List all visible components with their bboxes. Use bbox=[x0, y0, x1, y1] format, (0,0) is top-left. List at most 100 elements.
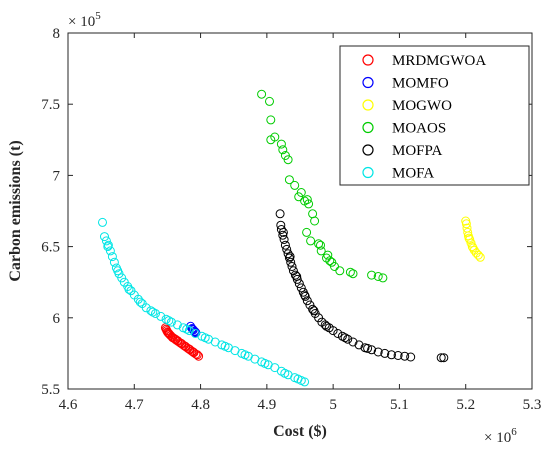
data-point bbox=[105, 246, 115, 256]
y-tick-label: 6.5 bbox=[41, 240, 60, 256]
series-mrdmgwoa bbox=[160, 323, 204, 361]
x-tick-label: 4.9 bbox=[257, 397, 276, 413]
data-point bbox=[304, 199, 314, 209]
x-axis-multiplier: × 106 bbox=[484, 426, 517, 446]
legend: MRDMGWOA MOMFO MOGWO MOAOS MOFPA MOFA bbox=[339, 45, 530, 186]
data-point bbox=[300, 290, 310, 300]
legend-marker bbox=[362, 144, 374, 156]
y-axis-multiplier: × 105 bbox=[68, 10, 101, 30]
data-point bbox=[354, 340, 364, 350]
data-point bbox=[343, 334, 353, 344]
data-point bbox=[257, 89, 267, 99]
data-point bbox=[101, 236, 111, 246]
series-mofpa bbox=[275, 209, 449, 363]
data-point bbox=[439, 353, 449, 363]
data-point bbox=[464, 233, 474, 243]
data-point bbox=[387, 350, 396, 360]
data-point bbox=[468, 243, 478, 253]
data-point bbox=[373, 347, 383, 357]
data-point bbox=[260, 358, 270, 368]
x-multiplier-base: × 10 bbox=[484, 430, 511, 446]
data-point bbox=[461, 216, 471, 226]
data-point bbox=[275, 209, 285, 219]
data-point bbox=[296, 283, 306, 293]
y-axis-label: Carbon emissions (t) bbox=[7, 140, 24, 281]
data-point bbox=[164, 316, 174, 326]
data-point bbox=[191, 349, 201, 359]
data-point bbox=[182, 324, 192, 334]
series-mogwo bbox=[461, 216, 485, 262]
data-point bbox=[162, 327, 172, 337]
data-point bbox=[266, 135, 276, 145]
data-point bbox=[170, 334, 180, 344]
y-tick-label: 5.5 bbox=[41, 382, 60, 398]
data-point bbox=[328, 326, 338, 336]
data-point bbox=[436, 353, 446, 363]
data-point bbox=[475, 252, 485, 262]
data-point bbox=[276, 139, 286, 149]
data-point bbox=[266, 115, 276, 125]
data-point bbox=[156, 311, 166, 321]
data-point bbox=[192, 350, 202, 360]
data-point bbox=[148, 307, 158, 317]
data-point bbox=[293, 374, 303, 384]
data-point bbox=[200, 333, 210, 343]
data-point bbox=[109, 257, 119, 267]
data-point bbox=[373, 272, 383, 281]
data-point bbox=[172, 320, 182, 330]
data-point bbox=[406, 352, 416, 362]
y-multiplier-base: × 10 bbox=[68, 14, 95, 30]
data-point bbox=[316, 246, 326, 256]
x-tick-label: 4.7 bbox=[125, 397, 144, 413]
data-point bbox=[393, 351, 403, 360]
data-point bbox=[240, 350, 250, 360]
data-point bbox=[103, 242, 113, 252]
data-point bbox=[98, 217, 107, 227]
data-point bbox=[282, 244, 292, 254]
data-point bbox=[117, 273, 127, 283]
data-point bbox=[316, 240, 325, 250]
data-point bbox=[146, 306, 156, 316]
data-point bbox=[310, 216, 320, 226]
data-point bbox=[276, 225, 286, 234]
data-point bbox=[107, 252, 117, 262]
x-tick-label: 5.2 bbox=[456, 397, 475, 413]
data-point bbox=[306, 236, 316, 246]
data-point bbox=[285, 252, 295, 262]
data-point bbox=[296, 188, 306, 197]
data-point bbox=[184, 326, 194, 336]
legend-box bbox=[339, 45, 530, 186]
data-point bbox=[286, 257, 296, 267]
data-point bbox=[284, 175, 294, 185]
data-point bbox=[124, 284, 134, 294]
legend-marker bbox=[362, 99, 374, 111]
data-point bbox=[322, 321, 331, 331]
data-point bbox=[340, 333, 350, 343]
data-point bbox=[166, 317, 176, 327]
data-point bbox=[290, 180, 300, 190]
data-point bbox=[400, 351, 410, 361]
data-point bbox=[322, 253, 331, 263]
legend-label: MOAOS bbox=[392, 121, 446, 137]
data-point bbox=[290, 270, 300, 280]
data-point bbox=[302, 227, 312, 237]
data-point bbox=[141, 303, 151, 313]
x-axis-label: Cost ($) bbox=[273, 423, 327, 440]
data-point bbox=[287, 262, 297, 271]
data-point bbox=[278, 227, 288, 237]
data-point bbox=[302, 296, 312, 306]
data-point bbox=[278, 145, 288, 155]
data-point bbox=[333, 329, 343, 338]
data-point bbox=[283, 249, 293, 259]
data-point bbox=[335, 266, 345, 276]
legend-marker bbox=[362, 121, 374, 134]
data-point bbox=[294, 192, 304, 202]
data-point bbox=[280, 368, 290, 378]
data-point bbox=[164, 329, 174, 338]
x-multiplier-exponent: 6 bbox=[511, 426, 517, 438]
y-tick-label: 8 bbox=[53, 26, 61, 42]
data-point bbox=[466, 238, 476, 248]
legend-label: MOMFO bbox=[392, 76, 449, 92]
data-point bbox=[325, 256, 335, 266]
y-tick-label: 7.5 bbox=[41, 97, 60, 113]
